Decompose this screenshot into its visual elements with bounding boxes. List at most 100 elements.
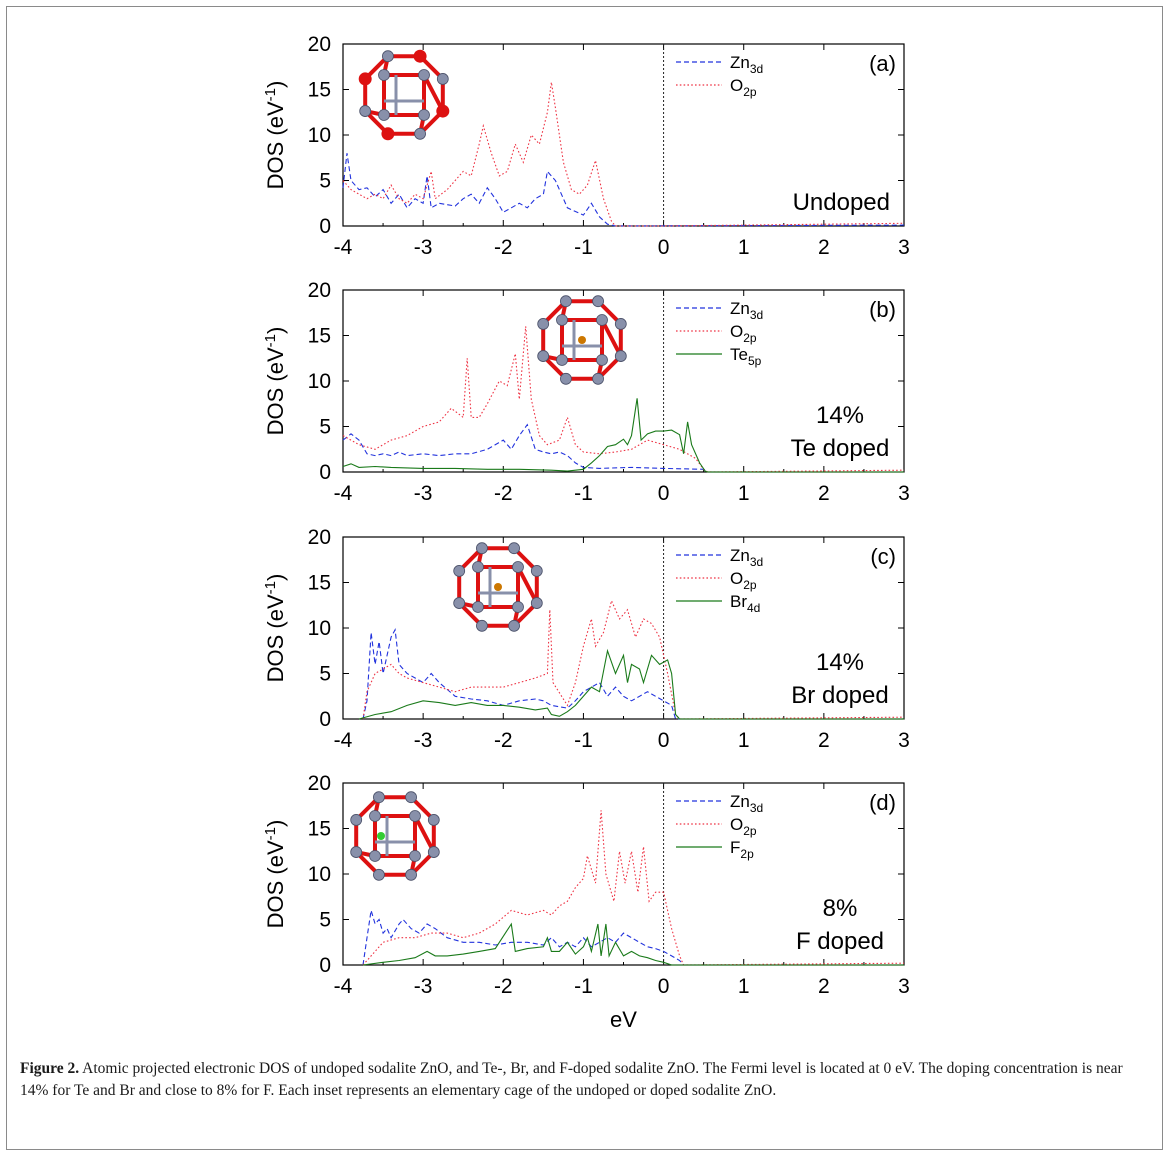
cage-atom-o: [381, 127, 395, 141]
panel-3: -4 -3 -2 -1 0 1 2 3 0 5 10 15 20 DOS (eV-1) Zn3dO2pF2p…: [262, 772, 910, 1032]
x-tick-label: -1: [574, 482, 593, 505]
y-tick-label: 15: [308, 79, 331, 102]
legend-entry: O2p: [730, 569, 757, 592]
x-tick-label: -1: [574, 729, 593, 752]
legend-entry: F2p: [730, 838, 754, 861]
inset-cage-doped: [453, 542, 543, 632]
cage-atom: [409, 810, 421, 822]
legend-entry: Te5p: [730, 345, 762, 368]
cage-bond: [516, 566, 539, 604]
series-line-f: [362, 922, 904, 966]
x-tick-label: 1: [738, 482, 750, 505]
cage-atom: [476, 619, 488, 632]
x-tick-label: -2: [494, 236, 513, 259]
cage-atom: [453, 565, 466, 577]
cage-atom: [592, 295, 604, 308]
y-tick-label: 20: [308, 526, 331, 549]
y-tick-label: 10: [308, 124, 331, 147]
y-tick-label: 20: [308, 279, 331, 302]
cage-atom: [369, 810, 381, 822]
x-tick-label: 3: [898, 482, 910, 505]
x-tick-label: 0: [658, 236, 670, 259]
cage-atom: [508, 542, 520, 555]
legend-entry: Br4d: [730, 592, 760, 615]
cage-atom: [378, 69, 390, 81]
x-tick-label: 2: [818, 975, 830, 998]
doping-label: Br doped: [791, 682, 888, 709]
x-tick-label: 2: [818, 482, 830, 505]
cage-atom: [405, 791, 417, 804]
panel-tag: (a): [869, 51, 896, 76]
x-tick-label: -3: [414, 729, 433, 752]
cage-atom: [596, 354, 608, 366]
x-tick-label: -2: [494, 482, 513, 505]
y-axis-label: DOS (eV-1): [262, 327, 288, 436]
panel-2: -4 -3 -2 -1 0 1 2 3 0 5 10 15 20 DOS (eV-1) Zn3dO2pBr4…: [262, 526, 910, 752]
cage-atom: [512, 601, 524, 613]
y-tick-label: 10: [308, 863, 331, 886]
x-tick-label: -3: [414, 482, 433, 505]
cage-atom: [453, 597, 466, 609]
cage-atom: [369, 850, 381, 862]
x-axis-label: eV: [610, 1007, 637, 1032]
x-tick-label: 3: [898, 729, 910, 752]
legend-entry: Zn3d: [730, 546, 763, 569]
cage-atom: [592, 372, 604, 385]
series-line-zn: [362, 910, 904, 966]
cage-atom: [556, 314, 568, 326]
cage-atom: [405, 868, 417, 881]
dopant-atom: [494, 583, 502, 591]
x-tick-label: -3: [414, 975, 433, 998]
cage-atom: [472, 601, 484, 613]
series-line-zn: [342, 153, 905, 227]
cage-atom: [418, 109, 430, 121]
series-line-br: [358, 648, 904, 720]
cage-bond: [600, 319, 623, 357]
x-tick-label: 3: [898, 975, 910, 998]
legend-entry: O2p: [730, 322, 757, 345]
figure-caption: Figure 2. Atomic projected electronic DO…: [20, 1058, 1150, 1102]
panel-tag: (c): [870, 544, 896, 569]
y-tick-label: 5: [319, 416, 331, 439]
y-tick-label: 0: [319, 954, 331, 977]
inset-cage-f-doped: [350, 791, 440, 881]
x-tick-label: 2: [818, 236, 830, 259]
cage-atom: [596, 314, 608, 326]
x-tick-label: -4: [334, 975, 353, 998]
cage-atom: [556, 354, 568, 366]
cage-atom: [560, 295, 572, 308]
cage-atom-o: [358, 72, 372, 86]
x-tick-label: 0: [658, 482, 670, 505]
y-tick-label: 15: [308, 572, 331, 595]
x-tick-label: -2: [494, 975, 513, 998]
panel-tag: (d): [869, 790, 896, 815]
cage-atom: [382, 50, 394, 63]
cage-atom: [530, 565, 543, 577]
x-tick-label: 1: [738, 236, 750, 259]
legend-entry: O2p: [730, 815, 757, 838]
x-tick-label: 1: [738, 975, 750, 998]
x-tick-label: 0: [658, 975, 670, 998]
cage-atom: [359, 105, 372, 117]
y-tick-label: 5: [319, 663, 331, 686]
y-tick-label: 5: [319, 170, 331, 193]
doping-label: 14%: [816, 402, 864, 429]
cage-atom: [560, 372, 572, 385]
doping-label: Undoped: [793, 189, 890, 216]
y-tick-label: 10: [308, 617, 331, 640]
cage-atom: [436, 73, 449, 85]
cage-bond: [422, 74, 445, 112]
panel-1: -4 -3 -2 -1 0 1 2 3 0 5 10 15 20 DOS (eV-1) Zn3dO2pTe5…: [262, 279, 910, 505]
y-tick-label: 20: [308, 772, 331, 795]
y-axis-label: DOS (eV-1): [262, 820, 288, 929]
doping-label: 8%: [823, 895, 858, 922]
cage-atom: [427, 814, 440, 826]
y-tick-label: 10: [308, 370, 331, 393]
series-line-zn: [362, 628, 904, 720]
y-tick-label: 15: [308, 818, 331, 841]
cage-atom: [418, 69, 430, 81]
legend-entry: O2p: [730, 76, 757, 99]
y-tick-label: 0: [319, 708, 331, 731]
